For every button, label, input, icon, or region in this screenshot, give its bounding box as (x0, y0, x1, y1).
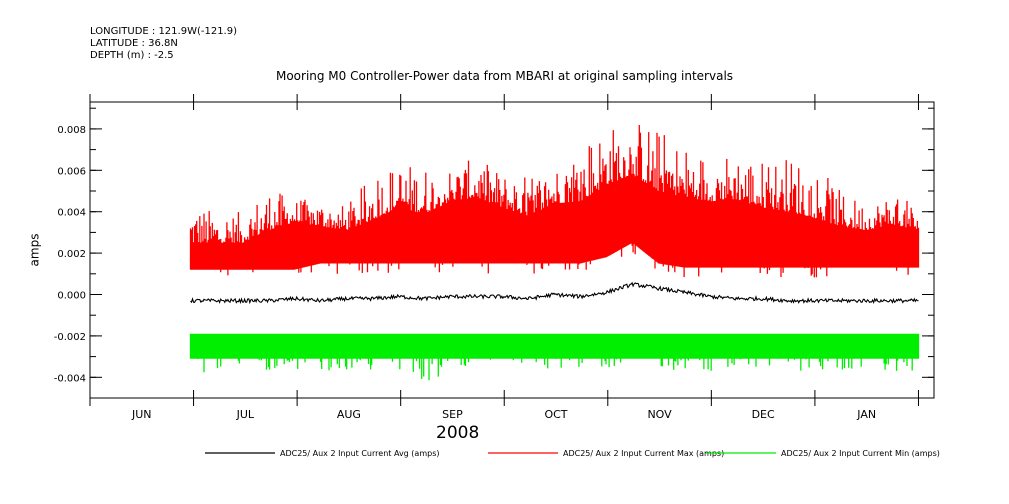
series-max-line (189, 125, 920, 278)
x-tick-label: OCT (544, 408, 567, 421)
y-tick-label: 0.004 (57, 208, 86, 219)
x-tick-label: SEP (442, 408, 463, 421)
x-tick-label: NOV (647, 408, 672, 421)
y-tick-label: -0.004 (54, 373, 86, 384)
y-tick-label: 0.000 (57, 291, 86, 302)
legend-label: ADC25/ Aux 2 Input Current Min (amps) (781, 449, 940, 458)
x-tick-label: JUN (131, 408, 152, 421)
y-tick-label: 0.006 (57, 166, 86, 177)
axes: -0.004 -0.002 0.000 0.002 0.004 0.006 0.008 JUN… (54, 94, 934, 421)
series-min-line (189, 333, 920, 381)
legend-label: ADC25/ Aux 2 Input Current Max (amps) (563, 449, 724, 458)
x-tick-label: AUG (337, 408, 361, 421)
plot-area (189, 125, 920, 381)
y-tick-label: 0.008 (57, 125, 86, 136)
longitude-label: LONGITUDE : 121.9W(-121.9) (90, 26, 237, 37)
x-tick-label: JAN (856, 408, 876, 421)
x-tick-label: DEC (752, 408, 775, 421)
series-avg-line (190, 281, 919, 305)
x-axis-label: 2008 (436, 423, 480, 443)
legend-label: ADC25/ Aux 2 Input Current Avg (amps) (280, 449, 439, 458)
latitude-label: LATITUDE : 36.8N (90, 38, 178, 49)
legend: ADC25/ Aux 2 Input Current Avg (amps) ADC… (205, 449, 940, 458)
plot-frame (89, 101, 935, 399)
y-tick-label: -0.002 (54, 332, 86, 343)
y-tick-label: 0.002 (57, 249, 86, 260)
chart-title: Mooring M0 Controller-Power data from MB… (275, 69, 734, 83)
depth-label: DEPTH (m) : -2.5 (90, 50, 174, 61)
x-tick-label: JUL (236, 408, 255, 421)
